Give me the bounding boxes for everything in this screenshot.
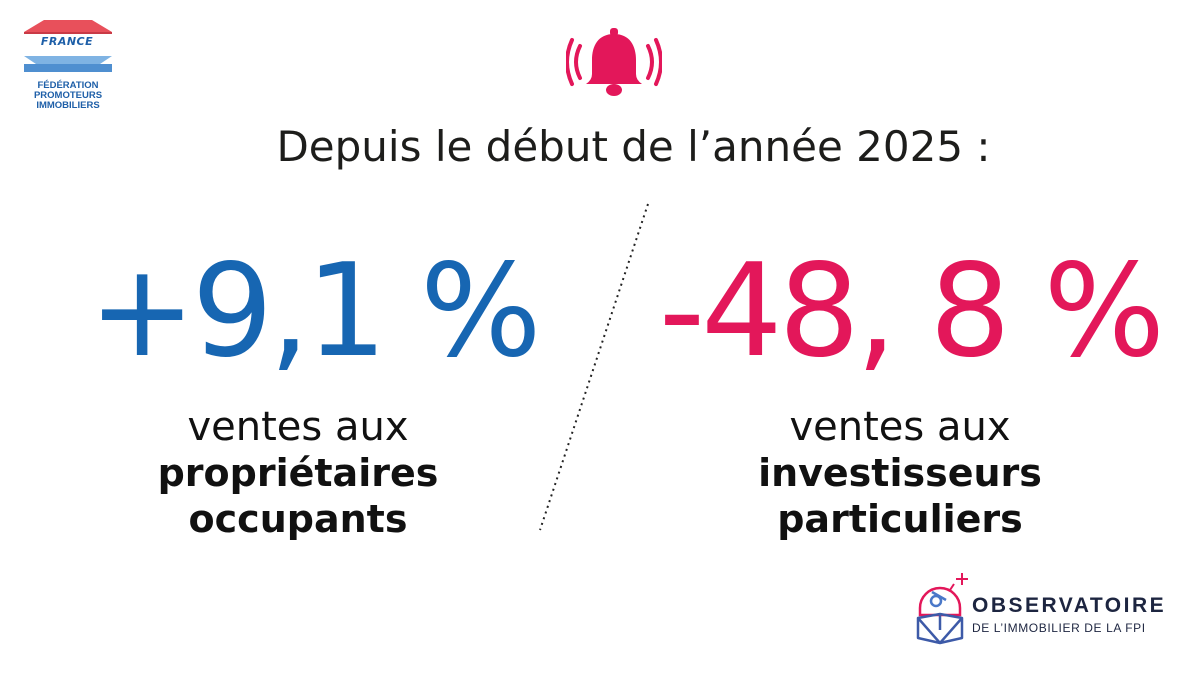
- caption-bold: propriétaires: [157, 451, 439, 495]
- caption-bold: particuliers: [777, 497, 1023, 541]
- logo-name-line: PROMOTEURS: [33, 90, 103, 101]
- caption-bold: occupants: [188, 497, 408, 541]
- logo-name: FÉDÉRATION PROMOTEURS IMMOBILIERS: [22, 81, 114, 111]
- base-icon: [24, 56, 112, 72]
- roof-icon: [24, 20, 112, 34]
- stat-private-investors: -48, 8 %: [658, 237, 1165, 386]
- observatoire-subtitle: DE L’IMMOBILIER DE LA FPI: [972, 621, 1146, 635]
- stat-owner-occupiers: +9,1 %: [88, 237, 541, 386]
- caption-light: ventes aux: [187, 404, 409, 450]
- logo-badge: FRANCE: [40, 35, 94, 48]
- caption-owner-occupiers: ventes aux propriétaires occupants: [98, 404, 498, 542]
- logo-name-line: IMMOBILIERS: [36, 100, 100, 111]
- observatoire-logo: OBSERVATOIRE DE L’IMMOBILIER DE LA FPI: [912, 570, 1187, 645]
- caption-private-investors: ventes aux investisseurs particuliers: [700, 404, 1100, 542]
- observatoire-title: OBSERVATOIRE: [972, 594, 1167, 617]
- observatory-icon: [916, 573, 968, 645]
- logo-name-line: FÉDÉRATION: [37, 80, 99, 91]
- ringing-bell-icon: [566, 28, 662, 96]
- headline: Depuis le début de l’année 2025 :: [276, 122, 991, 171]
- fpi-logo: FRANCE FÉDÉRATION PROMOTEURS IMMOBILIERS: [22, 18, 114, 118]
- caption-light: ventes aux: [789, 404, 1011, 450]
- caption-bold: investisseurs: [758, 451, 1042, 495]
